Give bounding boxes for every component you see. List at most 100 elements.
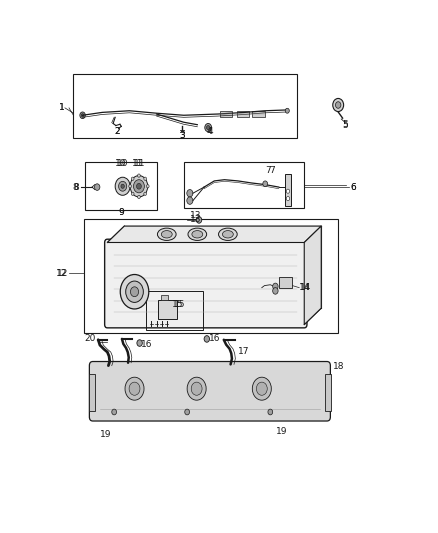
Circle shape xyxy=(187,377,206,400)
Bar xyxy=(237,111,249,117)
Circle shape xyxy=(125,377,144,400)
Bar xyxy=(279,277,293,288)
Circle shape xyxy=(131,192,134,196)
Text: 11: 11 xyxy=(132,159,144,168)
Text: 13: 13 xyxy=(190,215,201,224)
Circle shape xyxy=(206,126,210,130)
Ellipse shape xyxy=(161,231,172,238)
Text: 12: 12 xyxy=(57,269,68,278)
Circle shape xyxy=(191,382,202,395)
Text: 7: 7 xyxy=(265,166,271,175)
Text: 12: 12 xyxy=(56,269,67,278)
Circle shape xyxy=(205,124,212,132)
Circle shape xyxy=(131,177,134,180)
FancyBboxPatch shape xyxy=(105,239,307,328)
Circle shape xyxy=(126,281,143,302)
Bar xyxy=(252,111,265,117)
Text: 6: 6 xyxy=(350,183,356,191)
Circle shape xyxy=(121,184,124,188)
Polygon shape xyxy=(107,226,321,243)
Text: 3: 3 xyxy=(179,131,185,140)
Text: 10: 10 xyxy=(117,159,128,168)
Text: 4: 4 xyxy=(208,127,213,136)
Text: 8: 8 xyxy=(73,183,78,191)
Circle shape xyxy=(204,336,209,342)
Circle shape xyxy=(95,184,100,190)
Text: 20: 20 xyxy=(84,334,95,343)
Bar xyxy=(74,74,297,138)
Ellipse shape xyxy=(223,231,233,238)
Text: 15: 15 xyxy=(172,300,184,309)
Circle shape xyxy=(263,181,268,187)
Text: 16: 16 xyxy=(141,340,153,349)
Bar xyxy=(84,219,338,333)
Circle shape xyxy=(285,108,290,113)
Text: 5: 5 xyxy=(342,120,348,129)
Circle shape xyxy=(120,274,149,309)
Bar xyxy=(325,374,331,411)
Circle shape xyxy=(252,377,271,400)
Text: 8: 8 xyxy=(74,183,79,191)
Circle shape xyxy=(129,382,140,395)
Text: 16: 16 xyxy=(209,334,221,343)
Circle shape xyxy=(196,216,202,223)
Bar xyxy=(184,163,304,208)
Circle shape xyxy=(146,184,149,188)
Text: 1: 1 xyxy=(59,103,65,112)
Bar xyxy=(85,163,156,209)
Text: 18: 18 xyxy=(333,362,345,372)
Text: 19: 19 xyxy=(100,430,112,439)
Circle shape xyxy=(187,190,193,197)
Text: 1: 1 xyxy=(59,103,65,112)
Text: 14: 14 xyxy=(300,283,311,292)
Circle shape xyxy=(286,189,290,193)
Circle shape xyxy=(333,99,344,111)
Circle shape xyxy=(256,382,267,395)
Circle shape xyxy=(134,180,145,193)
Text: 15: 15 xyxy=(174,300,186,309)
Circle shape xyxy=(273,288,278,294)
Polygon shape xyxy=(304,226,321,325)
Bar xyxy=(285,174,291,206)
Text: 2: 2 xyxy=(115,127,120,136)
Circle shape xyxy=(80,112,85,118)
Circle shape xyxy=(185,409,190,415)
FancyBboxPatch shape xyxy=(89,361,330,421)
Circle shape xyxy=(144,177,147,180)
Text: 9: 9 xyxy=(118,208,124,217)
Text: 2: 2 xyxy=(115,127,120,136)
Text: 3: 3 xyxy=(179,131,185,140)
Ellipse shape xyxy=(219,228,237,240)
Bar xyxy=(161,295,168,300)
Bar xyxy=(88,374,95,411)
Text: 7: 7 xyxy=(269,166,275,175)
Text: 13: 13 xyxy=(190,211,201,220)
Bar xyxy=(146,291,203,330)
Text: 14: 14 xyxy=(299,283,311,292)
Circle shape xyxy=(137,183,141,189)
Circle shape xyxy=(81,114,84,117)
Circle shape xyxy=(112,409,117,415)
Text: 19: 19 xyxy=(276,427,288,436)
Circle shape xyxy=(137,340,142,346)
Text: 9: 9 xyxy=(118,208,124,217)
Text: 10: 10 xyxy=(115,159,127,168)
Circle shape xyxy=(268,409,273,415)
Ellipse shape xyxy=(192,231,203,238)
Circle shape xyxy=(138,174,140,177)
Circle shape xyxy=(115,177,130,195)
Text: 5: 5 xyxy=(342,121,348,130)
Text: 11: 11 xyxy=(134,159,145,168)
Text: 6: 6 xyxy=(351,183,357,191)
Circle shape xyxy=(336,102,341,108)
Ellipse shape xyxy=(157,228,176,240)
Bar xyxy=(220,111,232,117)
Circle shape xyxy=(187,197,193,204)
Circle shape xyxy=(273,283,278,290)
Circle shape xyxy=(131,287,138,297)
Circle shape xyxy=(286,197,290,200)
Circle shape xyxy=(129,184,131,188)
Text: 4: 4 xyxy=(206,127,212,136)
Ellipse shape xyxy=(188,228,207,240)
Circle shape xyxy=(119,181,127,191)
